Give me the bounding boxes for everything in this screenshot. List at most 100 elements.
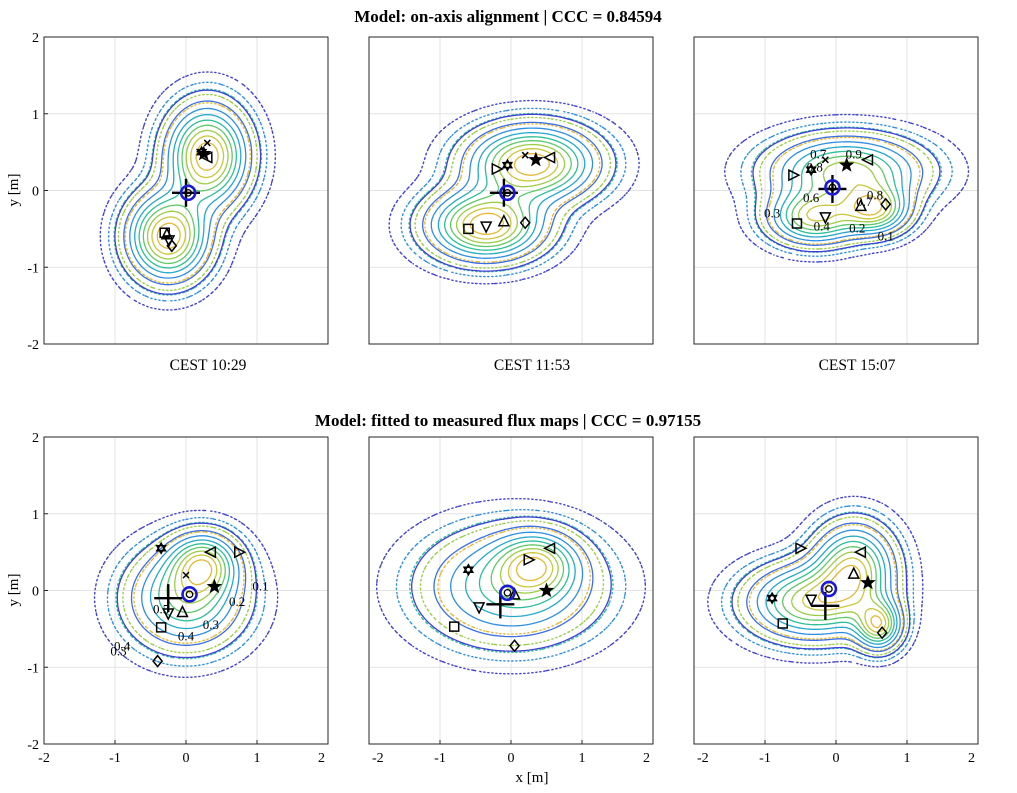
contour-line (464, 536, 576, 618)
markers (463, 151, 556, 235)
dotted-contour (106, 516, 266, 667)
marker-tri_right (795, 542, 808, 555)
contours (724, 113, 970, 263)
contour-line (801, 557, 887, 633)
marker-square (155, 622, 167, 633)
contour-line (765, 135, 924, 246)
grid-lines (694, 37, 978, 344)
centroid-ring-marker (820, 580, 838, 598)
contours (93, 509, 279, 678)
dotted-contour (117, 93, 258, 292)
contour-line (785, 150, 901, 235)
marker-diamond (880, 197, 892, 211)
y-tick-label: 2 (32, 431, 39, 446)
marker-tri_left (853, 545, 867, 559)
dotted-contour (409, 515, 614, 654)
marker-diamond (509, 639, 521, 653)
marker-tri_left (200, 151, 213, 164)
contour-label: 0.8 (867, 188, 883, 203)
x-tick-label: -1 (434, 751, 446, 766)
contour-label: 0.9 (846, 146, 862, 161)
contour-line (499, 547, 559, 594)
contour-line (149, 539, 235, 630)
marker-x (821, 156, 829, 164)
marker-tri_right (491, 162, 504, 176)
axes-frame (693, 36, 979, 345)
contour-label: 0.2 (849, 221, 865, 236)
marker-tri_left (860, 153, 874, 167)
contour-line (138, 119, 237, 269)
contour-line (752, 127, 941, 253)
marker-star6 (462, 563, 475, 577)
dotted-contour (437, 527, 591, 635)
contour-label: 0.6 (803, 190, 820, 205)
contour-line (123, 100, 253, 286)
contour-line (158, 543, 231, 622)
caption-1: CEST 10:29 (170, 357, 247, 374)
y-tick-label: -2 (27, 338, 39, 353)
marker-star6 (501, 158, 514, 172)
contour-label: 0.4 (178, 628, 195, 643)
contour-label: 0.7 (856, 194, 873, 209)
xlabel: x [m] (516, 770, 549, 786)
y-tick-label: 2 (32, 31, 39, 46)
marker-x (182, 571, 190, 579)
x-tick-label: -2 (697, 751, 709, 766)
marker-star6 (766, 591, 778, 605)
marker-tri_up (854, 198, 868, 212)
marker-tri_right (234, 545, 247, 559)
marker-star (206, 578, 223, 594)
dotted-contour (122, 525, 253, 654)
y-tick-label: -1 (27, 661, 39, 676)
marker-square (448, 621, 460, 632)
caption-3: CEST 15:07 (819, 357, 896, 374)
centroid-dot-marker (503, 188, 512, 197)
markers (448, 542, 556, 653)
contour-line (146, 129, 229, 260)
x-tick-label: -2 (38, 751, 50, 766)
marker-tri_up (176, 604, 189, 618)
panel-5: -2 -1 0 1 2 (368, 436, 654, 766)
contour-line (773, 540, 895, 642)
contour-label: 0.3 (203, 617, 219, 632)
marker-tri_right (523, 553, 536, 567)
marker-tri_up (497, 214, 511, 227)
centroid-dot-marker (503, 588, 512, 597)
dotted-contour (724, 113, 970, 263)
dotted-contour (400, 107, 627, 278)
contour-line (515, 556, 547, 582)
contour-line (437, 132, 586, 255)
marker-tri_down (819, 212, 832, 225)
centroid-ring-marker (824, 179, 841, 196)
marker-tri_right (788, 168, 801, 182)
centroid-dot-marker (828, 183, 837, 192)
x-tick-label: -2 (372, 751, 384, 766)
grid-lines (44, 437, 328, 744)
marker-tri_left (542, 542, 556, 555)
dotted-contour (99, 71, 276, 311)
dotted-contour (759, 130, 934, 250)
y-tick-label: -2 (27, 738, 39, 753)
aim-cross-marker (811, 591, 840, 620)
dotted-contour (414, 116, 612, 269)
contours (99, 71, 276, 311)
contours (388, 99, 640, 285)
marker-square (159, 227, 170, 238)
contour-line (746, 522, 905, 653)
dotted-contour (740, 121, 953, 257)
row2-title: Model: fitted to measured flux maps | CC… (315, 411, 701, 430)
contour-line (478, 540, 570, 609)
contour-line (779, 146, 905, 238)
dotted-contour (707, 495, 924, 668)
markers (766, 542, 888, 640)
contour-line (756, 529, 901, 649)
contour-line (433, 525, 594, 638)
marker-tri_left (542, 151, 556, 164)
marker-star6 (805, 163, 817, 177)
y-tick-label: 1 (32, 508, 39, 523)
x-tick-label: 0 (508, 751, 515, 766)
marker-diamond (166, 239, 178, 253)
contour-label: 0.1 (878, 228, 894, 243)
dotted-contour (388, 99, 640, 285)
